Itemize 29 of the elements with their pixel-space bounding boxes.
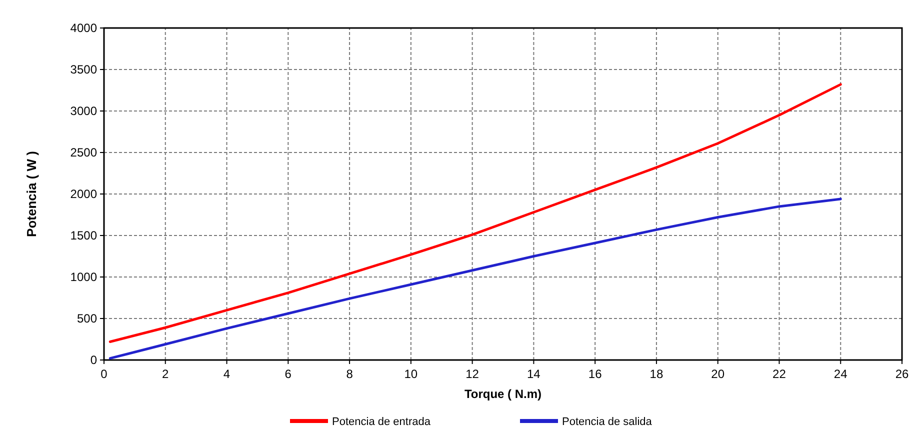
x-tick-label: 20 [711,367,725,381]
x-tick-label: 4 [223,367,230,381]
line-series [108,198,842,360]
y-tick-label: 0 [90,353,98,367]
y-tick-label: 500 [76,312,98,326]
y-tick-label: 3000 [70,104,98,118]
y-tick-label: 1000 [70,270,98,284]
x-tick-label: 22 [772,367,786,381]
x-tick-label: 16 [588,367,602,381]
y-axis-title: Potencia ( W ) [24,151,39,237]
x-tick-label: 24 [834,367,848,381]
x-tick-label: 14 [527,367,541,381]
x-tick-label: 10 [404,367,418,381]
y-tick-label: 2500 [70,146,98,160]
y-tick-label: 2000 [70,187,98,201]
line-series [108,83,842,343]
x-tick-label: 12 [466,367,480,381]
x-tick-label: 26 [895,367,909,381]
legend-label: Potencia de salida [562,416,653,428]
y-tick-label: 1500 [70,228,98,242]
y-tick-label: 3500 [70,62,98,76]
y-tick-label: 4000 [70,21,98,35]
legend-label: Potencia de entrada [332,416,432,428]
x-tick-label: 6 [284,367,292,381]
x-tick-label: 2 [162,367,170,381]
x-tick-label: 18 [650,367,664,381]
x-tick-label: 0 [100,367,108,381]
x-axis-title: Torque ( N.m) [464,387,542,401]
x-tick-label: 8 [346,367,354,381]
